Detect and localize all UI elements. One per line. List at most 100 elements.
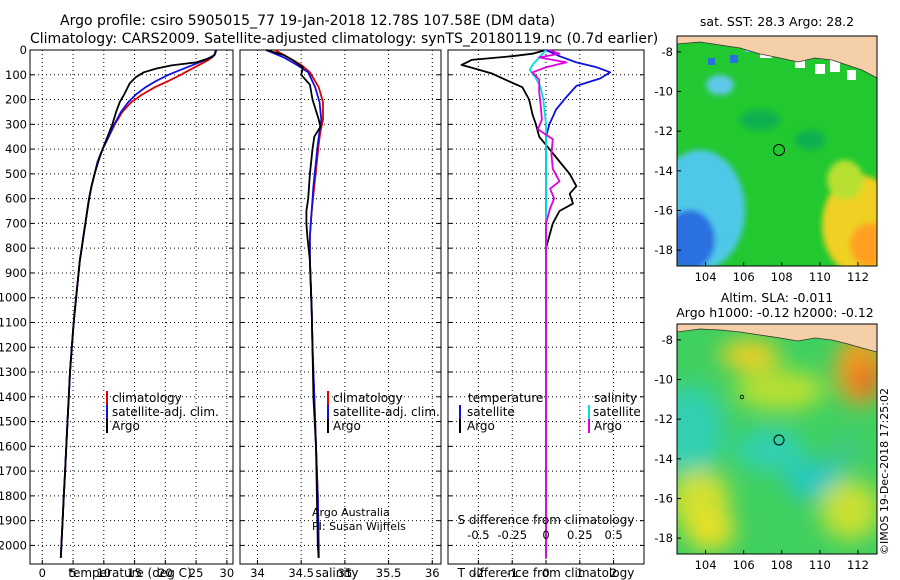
legend-title-temperature: temperature bbox=[468, 391, 543, 405]
salinity-grid bbox=[240, 49, 441, 564]
series-line-salinity-satellite bbox=[528, 49, 547, 558]
sla-map-subtitle: Argo h1000: -0.12 h2000: -0.12 bbox=[676, 305, 874, 320]
y-tick-label-1100: 1100 bbox=[0, 315, 27, 329]
sla-map-image bbox=[677, 324, 877, 554]
x-tick-label-5: 5 bbox=[69, 566, 76, 580]
credit-pi: PI: Susan Wijffels bbox=[312, 520, 406, 533]
legend-label-s-argo: Argo bbox=[594, 419, 622, 433]
x-tick-label-1: 1 bbox=[576, 566, 583, 580]
y-tick-label-700: 700 bbox=[5, 216, 27, 230]
series-line-temperature-argo bbox=[460, 49, 578, 558]
figure-title-line2: Climatology: CARS2009. Satellite-adjuste… bbox=[30, 31, 658, 47]
sla-map-frame bbox=[676, 323, 878, 555]
x-tick-label-1: -1 bbox=[506, 566, 517, 580]
map-y-tick-label-18: -18 bbox=[654, 243, 673, 257]
series-line-temperature-satellite bbox=[545, 49, 612, 558]
s-tick-label-0: 0 bbox=[542, 528, 549, 542]
y-tick-label-100: 100 bbox=[5, 68, 27, 82]
legend-title-salinity: salinity bbox=[594, 391, 637, 405]
t-diff-x-label: T difference from climatology bbox=[457, 566, 635, 580]
difference-legend: temperature satellite Argo salinity sate… bbox=[459, 391, 641, 433]
salinity-diff-ticks: -0.5 -0.25 0 0.25 0.5 bbox=[467, 528, 623, 542]
y-tick-label-2000: 2000 bbox=[0, 538, 27, 552]
legend-label-s-satellite: satellite bbox=[593, 405, 641, 419]
x-tick-label-2: 2 bbox=[610, 566, 617, 580]
s-tick-label-0-25: 0.25 bbox=[567, 528, 593, 542]
y-tick-label-1200: 1200 bbox=[0, 340, 27, 354]
y-tick-label-1400: 1400 bbox=[0, 390, 27, 404]
temperature-x-label: temperature (deg C) bbox=[68, 566, 191, 580]
imos-credit: ©IMOS 19-Dec-2018 17:25:02 bbox=[878, 388, 891, 555]
legend-label-climatology: climatology bbox=[333, 391, 403, 405]
map-y-tick-label-18: -18 bbox=[654, 531, 673, 545]
s-tick-label-0-5: 0.5 bbox=[604, 528, 622, 542]
map-y-tick-label-10: -10 bbox=[654, 373, 673, 387]
series-line-salinity-argo bbox=[531, 49, 568, 558]
y-tick-label-1800: 1800 bbox=[0, 489, 27, 503]
map-x-tick-label-106: 106 bbox=[733, 270, 755, 284]
salinity-plot-frame bbox=[239, 49, 442, 565]
x-tick-label-35-5: 35.5 bbox=[376, 566, 402, 580]
x-tick-label-25: 25 bbox=[189, 566, 204, 580]
salinity-x-ticks: 34 34.5 35 35.5 36 bbox=[250, 560, 440, 580]
y-tick-label-400: 400 bbox=[5, 142, 27, 156]
sst-map-title: sat. SST: 28.3 Argo: 28.2 bbox=[700, 14, 854, 29]
s-tick-label-0-25: -0.25 bbox=[497, 528, 527, 542]
difference-profiles bbox=[460, 49, 612, 558]
x-tick-label-36: 36 bbox=[425, 566, 440, 580]
y-tick-label-1600: 1600 bbox=[0, 439, 27, 453]
y-tick-label-1000: 1000 bbox=[0, 291, 27, 305]
credit-argo-australia: Argo Australia bbox=[312, 506, 390, 519]
legend-label-satellite: satellite-adj. clim. bbox=[112, 405, 219, 419]
map-x-tick-label-106: 106 bbox=[733, 558, 755, 572]
sla-map-x-ticks: 104 106 108 110 112 bbox=[695, 550, 869, 572]
x-tick-label-10: 10 bbox=[96, 566, 111, 580]
salinity-x-label: salinity bbox=[315, 566, 358, 580]
s-diff-x-label: S difference from climatology bbox=[458, 513, 635, 527]
map-x-tick-label-104: 104 bbox=[695, 270, 717, 284]
map-y-tick-label-10: -10 bbox=[654, 85, 673, 99]
y-tick-label-600: 600 bbox=[5, 192, 27, 206]
x-tick-label-35: 35 bbox=[338, 566, 353, 580]
sst-map-y-ticks: -8 -10 -12 -14 -16 -18 bbox=[654, 45, 681, 257]
temperature-panel: 0 5 10 15 20 25 30 0 100 200 300 400 500 600 700 800 90… bbox=[0, 43, 234, 580]
difference-panel: -2 -1 0 1 2 -0.5 -0.25 0 0.25 0.5 T difference f… bbox=[447, 49, 645, 580]
temperature-legend: climatology satellite-adj. clim. Argo bbox=[106, 391, 219, 433]
y-tick-label-300: 300 bbox=[5, 117, 27, 131]
sla-argo-location-marker bbox=[773, 434, 785, 446]
map-x-tick-label-108: 108 bbox=[771, 270, 793, 284]
y-tick-label-500: 500 bbox=[5, 167, 27, 181]
y-tick-label-200: 200 bbox=[5, 93, 27, 107]
salinity-panel: 34 34.5 35 35.5 36 salinity climatology sate… bbox=[239, 49, 442, 580]
legend-label-climatology: climatology bbox=[112, 391, 182, 405]
map-y-tick-label-8: -8 bbox=[662, 45, 673, 59]
x-tick-label-2: -2 bbox=[473, 566, 484, 580]
salinity-legend: climatology satellite-adj. clim. Argo bbox=[327, 391, 440, 433]
sst-map-x-ticks: 104 106 108 110 112 bbox=[695, 262, 869, 284]
map-y-tick-label-14: -14 bbox=[654, 452, 673, 466]
x-tick-label-34: 34 bbox=[250, 566, 265, 580]
map-x-tick-label-108: 108 bbox=[771, 558, 793, 572]
y-tick-label-0: 0 bbox=[20, 43, 27, 57]
x-tick-label-34-5: 34.5 bbox=[288, 566, 314, 580]
x-tick-label-20: 20 bbox=[158, 566, 173, 580]
map-x-tick-label-110: 110 bbox=[809, 270, 831, 284]
map-x-tick-label-110: 110 bbox=[809, 558, 831, 572]
y-tick-label-1900: 1900 bbox=[0, 514, 27, 528]
map-y-tick-label-16: -16 bbox=[654, 203, 673, 217]
series-line-argo bbox=[59, 49, 217, 558]
map-y-tick-label-12: -12 bbox=[654, 124, 673, 138]
temperature-profiles bbox=[59, 49, 218, 558]
sla-map-panel: Altim. SLA: -0.011 Argo h1000: -0.12 h20… bbox=[654, 290, 878, 572]
temperature-grid bbox=[30, 49, 233, 564]
map-x-tick-label-104: 104 bbox=[695, 558, 717, 572]
figure-title-line1: Argo profile: csiro 5905015_77 19-Jan-20… bbox=[60, 13, 555, 29]
sla-map-y-ticks: -8 -10 -12 -14 -16 -18 bbox=[654, 333, 681, 545]
y-tick-label-900: 900 bbox=[5, 266, 27, 280]
salinity-profiles bbox=[265, 49, 324, 558]
sst-map-panel: sat. SST: 28.3 Argo: 28.2 bbox=[654, 14, 878, 284]
map-y-tick-label-12: -12 bbox=[654, 412, 673, 426]
depth-y-ticks: 0 100 200 300 400 500 600 700 800 900 1000 1100 1200… bbox=[0, 43, 233, 552]
y-tick-label-1500: 1500 bbox=[0, 415, 27, 429]
